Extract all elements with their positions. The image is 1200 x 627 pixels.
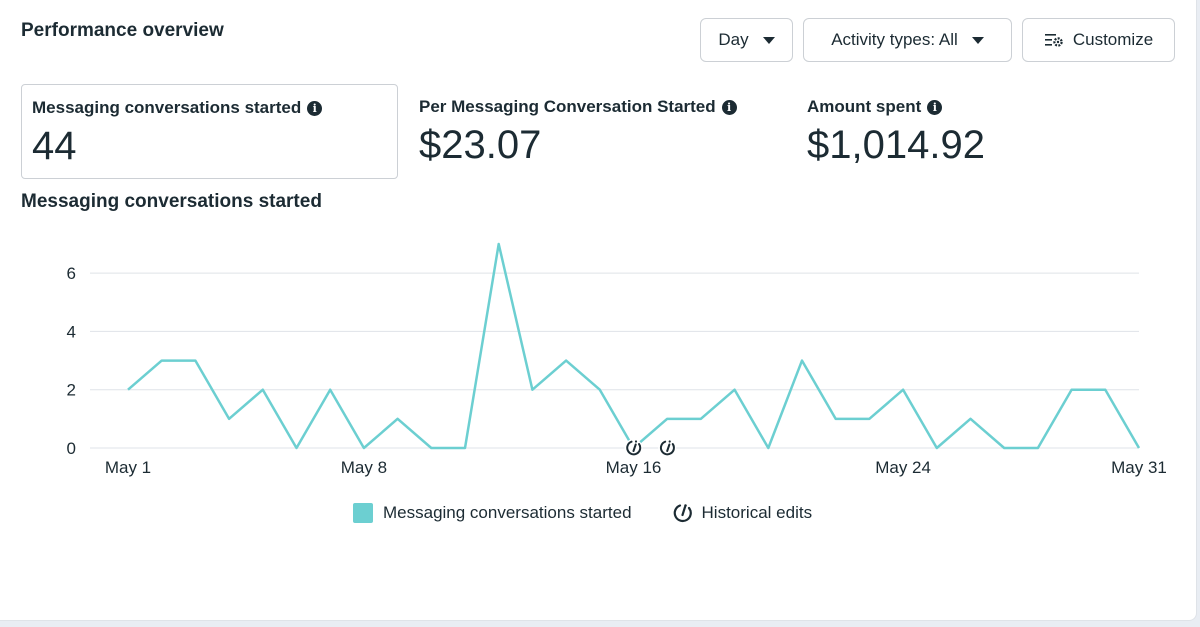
data-point[interactable] — [327, 387, 333, 393]
legend-edits-label: Historical edits — [701, 503, 813, 522]
legend-swatch — [353, 503, 373, 523]
day-dropdown-label: Day — [718, 30, 749, 49]
activity-types-label: Activity types: All — [831, 30, 958, 49]
metric-card-amount-spent[interactable]: Amount spent i $1,014.92 — [807, 97, 985, 168]
historical-edit-marker[interactable] — [624, 439, 643, 457]
data-point[interactable] — [968, 416, 974, 422]
metric-value: $1,014.92 — [807, 123, 985, 167]
x-tick-label: May 16 — [606, 458, 662, 477]
data-point[interactable] — [125, 387, 131, 393]
data-point[interactable] — [260, 387, 266, 393]
data-point[interactable] — [159, 358, 165, 364]
activity-types-dropdown[interactable]: Activity types: All — [803, 18, 1012, 62]
data-point[interactable] — [1035, 445, 1041, 451]
x-tick-label: May 1 — [105, 458, 151, 477]
data-point[interactable] — [496, 241, 502, 247]
info-icon[interactable]: i — [721, 99, 737, 115]
data-point[interactable] — [361, 445, 367, 451]
data-point[interactable] — [1136, 445, 1142, 451]
data-point[interactable] — [934, 445, 940, 451]
data-point[interactable] — [698, 416, 704, 422]
data-point[interactable] — [1102, 387, 1108, 393]
data-point[interactable] — [799, 358, 805, 364]
x-tick-label: May 31 — [1111, 458, 1167, 477]
data-point[interactable] — [294, 445, 300, 451]
data-point[interactable] — [428, 445, 434, 451]
customize-settings-icon — [1044, 34, 1063, 47]
metric-label: Per Messaging Conversation Started — [419, 97, 716, 116]
historical-edit-marker[interactable] — [658, 439, 677, 457]
metric-card-cost-per-conversation[interactable]: Per Messaging Conversation Started i $23… — [419, 97, 737, 168]
legend-series-label: Messaging conversations started — [383, 503, 632, 522]
metric-card-conversations[interactable]: Messaging conversations started i 44 — [21, 84, 398, 179]
data-point[interactable] — [765, 445, 771, 451]
data-point[interactable] — [597, 387, 603, 393]
y-tick-label: 2 — [67, 381, 76, 400]
metric-label: Amount spent — [807, 97, 922, 116]
customize-button[interactable]: Customize — [1022, 18, 1175, 62]
data-point[interactable] — [866, 416, 872, 422]
data-point[interactable] — [732, 387, 738, 393]
metric-value: 44 — [32, 124, 77, 168]
metric-value: $23.07 — [419, 123, 542, 167]
chevron-down-icon — [971, 36, 984, 44]
y-tick-label: 6 — [67, 264, 76, 283]
customize-label: Customize — [1072, 30, 1154, 49]
data-point[interactable] — [395, 416, 401, 422]
chevron-down-icon — [762, 36, 775, 44]
data-point[interactable] — [1069, 387, 1075, 393]
series-line — [127, 242, 1141, 450]
data-point[interactable] — [563, 358, 569, 364]
info-icon[interactable]: i — [307, 100, 323, 116]
data-point[interactable] — [900, 387, 906, 393]
data-point[interactable] — [529, 387, 535, 393]
chart-legend: Messaging conversations started Historic… — [353, 502, 812, 524]
y-tick-label: 4 — [67, 322, 76, 341]
x-tick-label: May 24 — [875, 458, 931, 477]
historical-edits-icon — [673, 504, 692, 523]
x-tick-label: May 8 — [341, 458, 387, 477]
page-title: Performance overview — [21, 20, 224, 41]
chart-title: Messaging conversations started — [21, 191, 322, 212]
data-point[interactable] — [226, 416, 232, 422]
data-point[interactable] — [833, 416, 839, 422]
data-point[interactable] — [664, 416, 670, 422]
data-point[interactable] — [192, 358, 198, 364]
line-chart[interactable]: 0 2 4 6 May 1 May 8 May 16 May 24 May 31 — [0, 0, 1196, 560]
data-point[interactable] — [462, 445, 468, 451]
metric-label: Messaging conversations started — [32, 98, 302, 117]
data-point[interactable] — [1001, 445, 1007, 451]
day-dropdown[interactable]: Day — [700, 18, 793, 62]
info-icon[interactable]: i — [927, 99, 943, 115]
y-tick-label: 0 — [67, 439, 76, 458]
